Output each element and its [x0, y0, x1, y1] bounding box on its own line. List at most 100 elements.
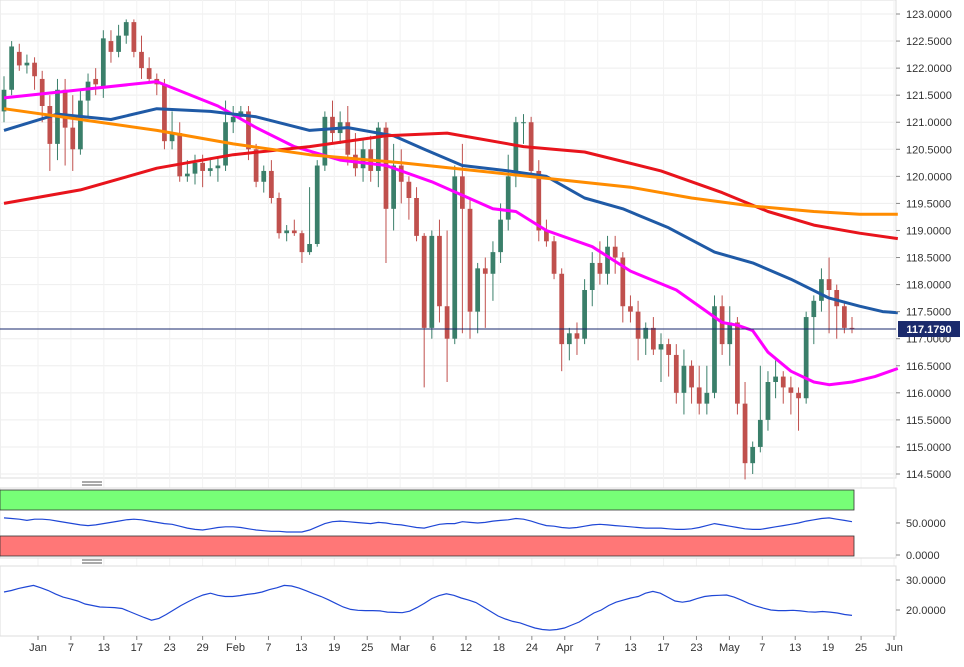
candle-body[interactable] — [765, 382, 771, 420]
candle-body[interactable] — [811, 300, 817, 318]
candle-body[interactable] — [689, 365, 694, 388]
candle-body[interactable] — [513, 122, 519, 177]
candle-body[interactable] — [544, 230, 549, 242]
candle-body[interactable] — [651, 327, 656, 350]
candle-body[interactable] — [559, 273, 565, 345]
candle-body[interactable] — [666, 344, 672, 355]
candle-body[interactable] — [100, 38, 106, 88]
candle-body[interactable] — [750, 446, 756, 464]
candle-body[interactable] — [773, 376, 778, 382]
candle-body[interactable] — [314, 165, 320, 244]
candle-body[interactable] — [719, 306, 725, 345]
candle-body[interactable] — [322, 116, 328, 166]
candle-body[interactable] — [803, 317, 809, 399]
candle-body[interactable] — [536, 170, 542, 231]
candle-body[interactable] — [696, 387, 702, 404]
candle-body[interactable] — [146, 68, 152, 79]
candle-body[interactable] — [230, 116, 236, 123]
candle-body[interactable] — [62, 89, 68, 128]
candle-body[interactable] — [635, 311, 641, 339]
candle-body[interactable] — [742, 403, 748, 464]
candle-body[interactable] — [673, 354, 679, 393]
panel-resize-handle[interactable] — [82, 481, 102, 486]
candle-body[interactable] — [819, 279, 824, 301]
candle-body[interactable] — [47, 106, 53, 144]
indicator-panel[interactable] — [3, 584, 853, 631]
candle-body[interactable] — [253, 149, 259, 182]
candle-body[interactable] — [796, 392, 801, 399]
candle-body[interactable] — [70, 127, 76, 150]
candle-body[interactable] — [116, 35, 121, 52]
candle-body[interactable] — [162, 84, 167, 142]
candle-body[interactable] — [460, 176, 465, 209]
candle-body[interactable] — [139, 51, 144, 69]
candle-body[interactable] — [184, 173, 190, 177]
candle-body[interactable] — [681, 365, 687, 393]
candle-body[interactable] — [521, 122, 526, 124]
candle-body[interactable] — [375, 127, 381, 171]
candle-body[interactable] — [123, 22, 129, 36]
candle-body[interactable] — [24, 62, 30, 66]
candle-body[interactable] — [261, 170, 267, 182]
oscillator-panel[interactable] — [3, 517, 853, 533]
candle-body[interactable] — [421, 235, 427, 328]
candle-body[interactable] — [582, 290, 587, 339]
candle-body[interactable] — [429, 235, 435, 328]
candle-body[interactable] — [93, 78, 99, 85]
candle-body[interactable] — [788, 387, 794, 393]
candle-body[interactable] — [475, 268, 481, 312]
candle-body[interactable] — [85, 81, 91, 101]
candle-body[interactable] — [444, 306, 450, 339]
price-panel[interactable] — [1, 19, 855, 480]
candle-body[interactable] — [169, 133, 175, 142]
candle-body[interactable] — [834, 290, 840, 307]
panel-resize-handle[interactable] — [82, 559, 102, 564]
candle-body[interactable] — [482, 268, 488, 274]
candle-body[interactable] — [589, 262, 595, 290]
candle-body[interactable] — [574, 333, 580, 339]
candle-body[interactable] — [78, 100, 83, 150]
candle-body[interactable] — [727, 322, 733, 345]
candle-body[interactable] — [712, 306, 717, 393]
candle-body[interactable] — [849, 327, 855, 329]
candle-body[interactable] — [605, 246, 610, 274]
candle-body[interactable] — [735, 322, 740, 404]
candle-body[interactable] — [192, 162, 198, 174]
candle-body[interactable] — [628, 306, 633, 312]
candle-body[interactable] — [276, 198, 282, 234]
candle-body[interactable] — [658, 344, 664, 350]
candle-body[interactable] — [177, 133, 183, 177]
candle-body[interactable] — [452, 176, 458, 339]
candle-body[interactable] — [1, 89, 7, 112]
candle-body[interactable] — [246, 111, 251, 150]
candle-body[interactable] — [32, 62, 37, 77]
candle-body[interactable] — [299, 233, 305, 253]
candle-body[interactable] — [307, 244, 312, 253]
candle-body[interactable] — [643, 327, 649, 339]
candle-body[interactable] — [498, 219, 503, 253]
candle-body[interactable] — [566, 333, 572, 345]
candle-body[interactable] — [841, 306, 847, 328]
candle-body[interactable] — [826, 279, 832, 290]
candle-body[interactable] — [207, 168, 213, 171]
candle-body[interactable] — [490, 252, 496, 274]
candle-body[interactable] — [704, 392, 710, 404]
candle-body[interactable] — [437, 235, 442, 307]
candle-body[interactable] — [200, 162, 205, 171]
candle-body[interactable] — [757, 419, 763, 447]
candle-body[interactable] — [597, 262, 603, 274]
candle-body[interactable] — [284, 230, 290, 234]
candle-body[interactable] — [9, 46, 15, 90]
candle-body[interactable] — [330, 116, 335, 134]
candle-body[interactable] — [16, 51, 22, 66]
candle-body[interactable] — [612, 246, 618, 258]
candle-body[interactable] — [505, 176, 511, 220]
candle-body[interactable] — [467, 208, 473, 312]
candle-body[interactable] — [291, 230, 297, 234]
candle-body[interactable] — [131, 22, 137, 52]
candle-body[interactable] — [108, 41, 114, 52]
candle-body[interactable] — [391, 165, 396, 209]
candle-body[interactable] — [414, 198, 419, 236]
